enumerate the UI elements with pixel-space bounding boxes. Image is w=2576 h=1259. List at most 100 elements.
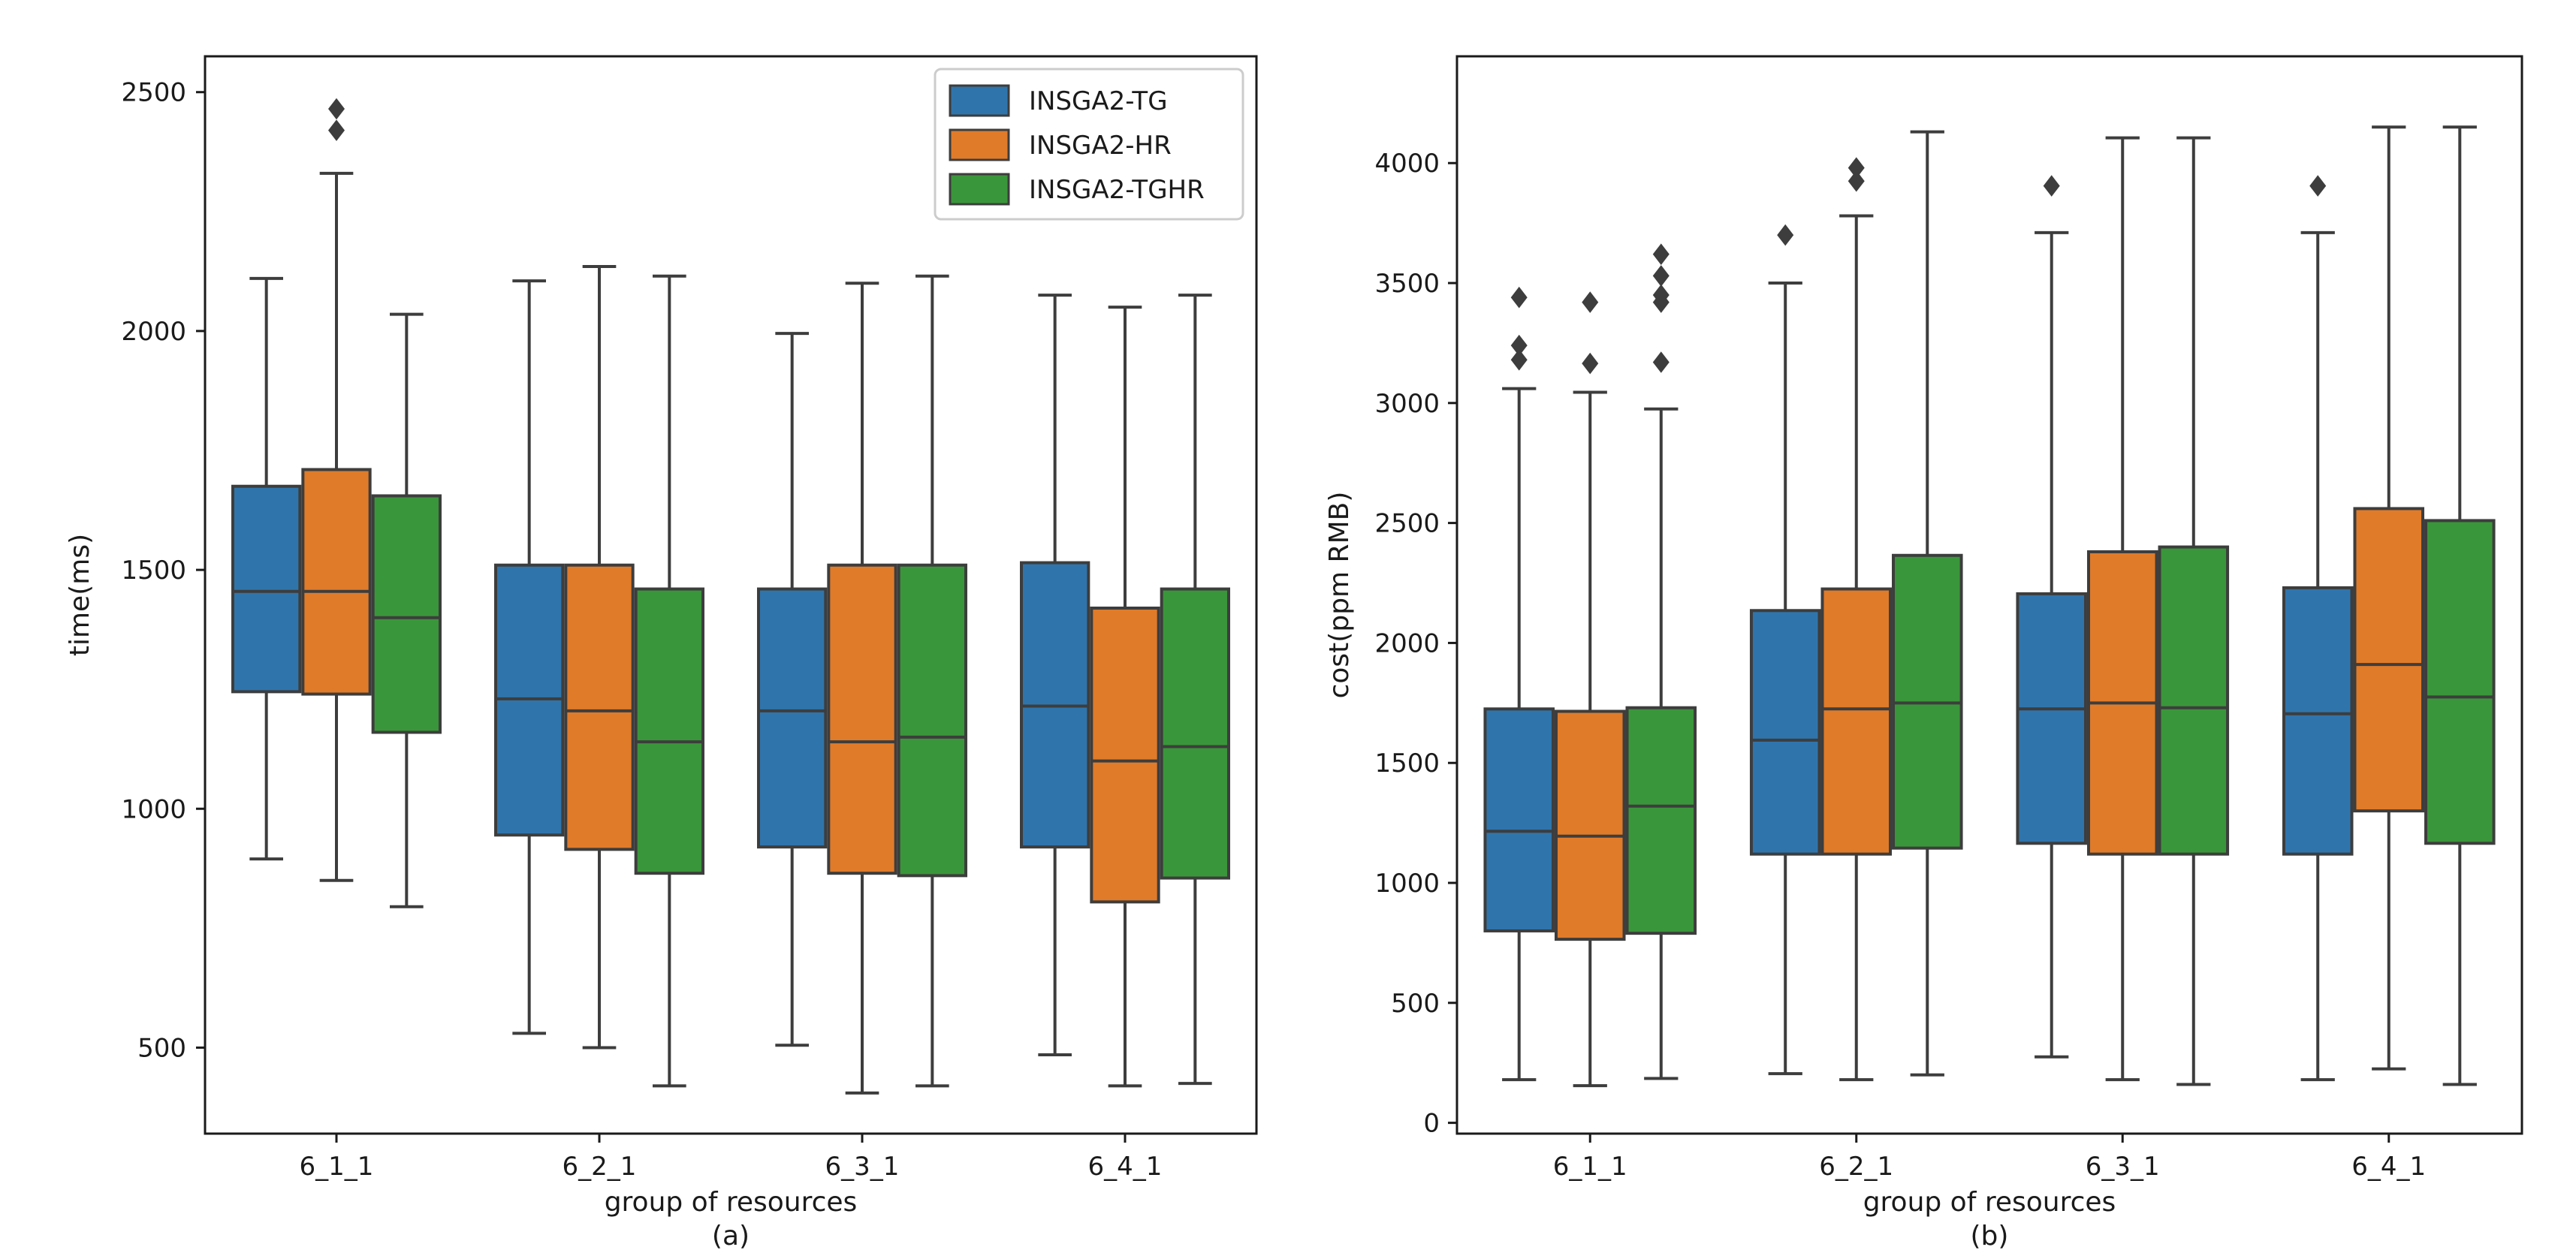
y-tick-label: 1500 [121,556,186,586]
box-insga2-tg-6_3_1 [2016,175,2087,1059]
box-body [1820,587,1893,856]
box-insga2-tg-6_1_1 [1483,286,1555,1082]
box-body [897,563,967,878]
box-insga2-tghr-6_3_1 [897,274,967,1088]
chart-panel-a: 500 1000 1500 2000 2500 6_1_1 6_2_1 6_3_1 6_4_1g… [65,55,1258,1251]
y-tick-label: 2500 [121,78,186,108]
x-tick-label: 6_4_1 [2351,1152,2426,1182]
x-tick-label: 6_4_1 [1088,1152,1163,1182]
box-insga2-tg-6_1_1 [231,276,302,861]
box-insga2-tghr-6_4_1 [1160,294,1230,1086]
outlier-marker [1582,291,1599,313]
outlier-marker [1848,157,1865,179]
legend-label: INSGA2-HR [1029,131,1172,161]
outlier-marker [1777,224,1794,246]
x-tick-label: 6_1_1 [1553,1152,1627,1182]
box-insga2-hr-6_3_1 [827,282,897,1095]
box-body [2353,507,2425,813]
box-insga2-hr-6_2_1 [1820,157,1893,1082]
box-body [2158,545,2230,856]
box-insga2-hr-6_2_1 [564,265,635,1050]
x-axis-label: group of resources [605,1187,858,1218]
box-body [301,468,372,696]
x-tick-label: 6_2_1 [1819,1152,1893,1182]
box-body [1483,707,1555,932]
legend: INSGA2-TG INSGA2-HR INSGA2-TGHR [934,68,1244,221]
legend-frame [934,68,1244,221]
y-tick-label: 500 [137,1033,186,1063]
box-insga2-tg-6_4_1 [1020,294,1090,1056]
box-body [564,563,635,851]
box-insga2-tg-6_2_1 [1749,224,1821,1076]
y-tick-label: 3500 [1374,269,1440,299]
box-insga2-tg-6_4_1 [2282,175,2354,1082]
outlier-marker [1652,265,1670,287]
box-insga2-tghr-6_2_1 [1892,130,1963,1077]
outlier-marker [328,119,345,141]
y-tick-label: 2000 [121,317,186,347]
box-body [1625,706,1697,935]
outlier-marker [1510,334,1528,357]
outlier-marker [1848,170,1865,192]
outlier-marker [1510,286,1528,309]
box-body [2282,586,2354,856]
chart-panel-b: 0 500 1000 1500 2000 2500 3000 3500 4000 6_1_1 6_2… [1324,55,2523,1251]
box-insga2-tghr-6_1_1 [371,312,442,908]
box-insga2-tghr-6_4_1 [2424,125,2496,1086]
outlier-marker [328,98,345,120]
box-insga2-tghr-6_3_1 [2158,136,2230,1086]
box-body [231,484,302,694]
outlier-marker [1652,284,1670,306]
legend-swatch [949,84,1010,117]
legend-swatch [949,173,1010,206]
x-tick-label: 6_2_1 [563,1152,637,1182]
box-body [634,587,705,875]
outlier-marker [1510,348,1528,371]
box-insga2-tg-6_3_1 [757,332,828,1047]
legend-swatch [949,128,1010,161]
box-body [2016,592,2087,845]
y-tick-label: 500 [1391,989,1440,1019]
box-insga2-tg-6_2_1 [494,279,565,1035]
y-tick-label: 2500 [1374,509,1440,539]
legend-label: INSGA2-TGHR [1029,175,1205,205]
outlier-marker [1582,352,1599,375]
y-tick-label: 3000 [1374,389,1440,419]
box-insga2-hr-6_4_1 [1090,306,1160,1088]
x-axis-label: group of resources [1863,1187,2116,1218]
box-insga2-hr-6_4_1 [2353,125,2425,1071]
box-body [827,563,897,875]
y-tick-label: 4000 [1374,149,1440,179]
y-tick-label: 1000 [121,794,186,824]
box-body [1749,609,1821,856]
y-tick-label: 2000 [1374,628,1440,658]
y-tick-label: 1000 [1374,869,1440,899]
box-body [1090,607,1160,904]
panel-label: (b) [1971,1221,2009,1251]
y-axis-label: cost(ppm RMB) [1324,492,1355,699]
y-tick-label: 1500 [1374,748,1440,779]
x-tick-label: 6_1_1 [300,1152,374,1182]
axes-frame [204,55,1258,1135]
outlier-marker [1652,243,1670,265]
box-insga2-tghr-6_2_1 [634,274,705,1088]
x-tick-label: 6_3_1 [2086,1152,2160,1182]
box-body [371,494,442,734]
y-tick-label: 0 [1423,1109,1440,1139]
outlier-marker [2309,175,2327,197]
x-tick-label: 6_3_1 [825,1152,900,1182]
outlier-marker [2043,175,2060,197]
outlier-marker [1652,351,1670,373]
box-body [757,587,828,849]
box-body [1160,587,1230,880]
box-body [1554,709,1626,941]
box-insga2-hr-6_1_1 [301,98,372,882]
y-axis-label: time(ms) [65,534,95,656]
legend-label: INSGA2-TG [1029,86,1168,116]
panel-label: (a) [712,1221,750,1251]
axes-frame [1455,55,2523,1135]
box-body [2424,519,2496,845]
box-insga2-tghr-6_1_1 [1625,243,1697,1080]
box-insga2-hr-6_3_1 [2086,136,2158,1082]
